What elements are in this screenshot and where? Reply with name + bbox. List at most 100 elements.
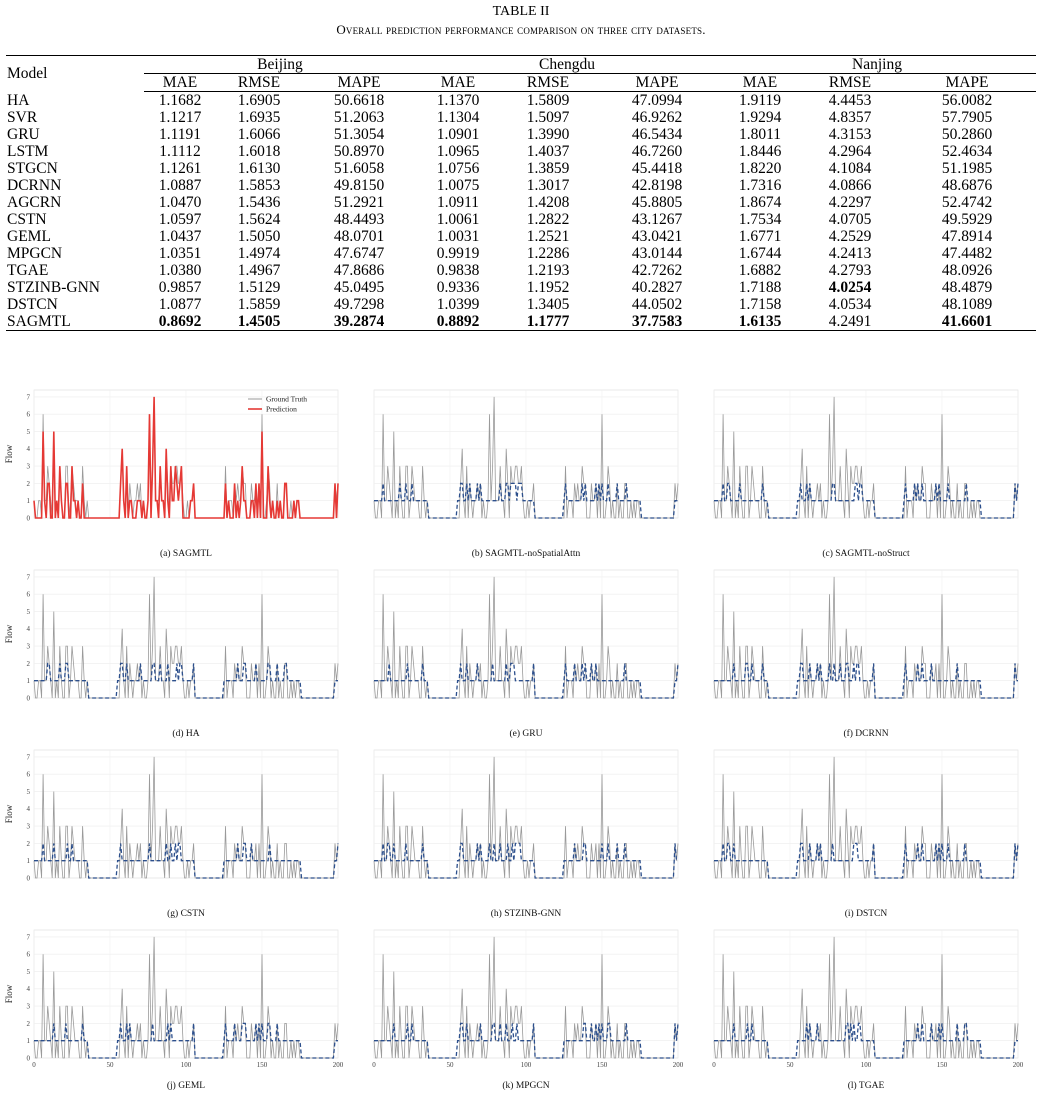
results-table-body: HA 1.1682 1.6905 50.6618 1.1370 1.5809 47.0994… [6, 92, 1036, 331]
x-tick-label: 100 [181, 1061, 192, 1069]
metric-value-cell: 57.7905 [941, 109, 993, 126]
metric-value-cell: 49.5929 [941, 211, 993, 228]
table-row: SAGMTL 0.8692 1.4505 39.2874 0.8892 1.1777 37.… [6, 313, 1036, 331]
table-row: GRU 1.1191 1.6066 51.3054 1.0901 1.3990 46.543… [6, 126, 1036, 143]
panel-caption: (d) HA [172, 728, 199, 739]
model-name-cell: TGAE [7, 262, 49, 279]
metric-value-cell: 1.4208 [526, 194, 570, 211]
metric-value-cell: 1.5050 [237, 228, 281, 245]
metric-value-cell: 48.4879 [941, 279, 993, 296]
y-tick-label: 0 [27, 694, 31, 702]
metric-value-cell: 50.8970 [333, 143, 385, 160]
metric-header: MAPE [898, 73, 1036, 92]
table-row: SVR 1.1217 1.6935 51.2063 1.1304 1.5097 46.926… [6, 109, 1036, 126]
metric-value-cell: 1.6905 [237, 92, 281, 109]
model-name-cell: CSTN [7, 211, 47, 228]
metric-header: RMSE [500, 73, 596, 92]
metric-value-cell: 47.8914 [941, 228, 993, 245]
metric-value-cell: 1.0399 [436, 296, 480, 313]
y-tick-label: 1 [27, 857, 31, 865]
ground-truth-line [373, 396, 679, 519]
x-tick-label: 100 [521, 1061, 532, 1069]
metric-value-cell: 1.7316 [738, 177, 782, 194]
metric-value-cell: 4.0254 [828, 279, 872, 296]
metric-header: MAE [718, 73, 802, 92]
metric-header: MAE [144, 73, 216, 92]
metric-value-cell: 4.0705 [828, 211, 872, 228]
metric-value-cell: 1.2521 [526, 228, 570, 245]
metric-value-cell: 43.1267 [631, 211, 683, 228]
metric-value-cell: 1.4967 [237, 262, 281, 279]
x-tick-label: 200 [673, 1061, 684, 1069]
panel-caption: (i) DSTCN [845, 908, 888, 919]
panel-caption: (k) MPGCN [502, 1080, 549, 1091]
y-axis-label: Flow [4, 624, 14, 643]
metric-value-cell: 46.5434 [631, 126, 683, 143]
prediction-line [34, 1022, 338, 1059]
prediction-line [374, 662, 679, 699]
metric-value-cell: 1.6018 [237, 143, 281, 160]
metric-value-cell: 1.0901 [436, 126, 480, 143]
city-header: Nanjing [718, 55, 1036, 74]
panel-caption: (a) SAGMTL [160, 548, 212, 559]
metric-value-cell: 1.9294 [738, 109, 782, 126]
metric-value-cell: 45.4418 [631, 160, 683, 177]
x-tick-label: 150 [597, 1061, 608, 1069]
table-row: STZINB-GNN 0.9857 1.5129 45.0495 0.9336 1.195… [6, 279, 1036, 296]
metric-value-cell: 1.8446 [738, 143, 782, 160]
metric-value-cell: 4.0534 [828, 296, 872, 313]
metric-value-cell: 42.7262 [631, 262, 683, 279]
metric-value-cell: 1.6135 [718, 313, 802, 331]
panel-caption: (l) TGAE [848, 1080, 885, 1091]
table-row: HA 1.1682 1.6905 50.6618 1.1370 1.5809 47.0994… [6, 92, 1036, 110]
y-tick-label: 3 [27, 823, 31, 831]
chart-panel: (i) DSTCN [713, 749, 1019, 919]
metric-value-cell: 4.2491 [802, 313, 898, 331]
metric-value-cell: 1.4505 [216, 313, 302, 331]
legend-label-ground-truth: Ground Truth [266, 395, 307, 404]
metric-value-cell: 1.1682 [158, 92, 202, 109]
metric-value-cell: 1.0470 [158, 194, 202, 211]
x-tick-label: 0 [372, 1061, 376, 1069]
table-row: STGCN 1.1261 1.6130 51.6058 1.0756 1.3859 45.4… [6, 160, 1036, 177]
table-row: TGAE 1.0380 1.4967 47.8686 0.9838 1.2193 42.72… [6, 262, 1036, 279]
x-tick-label: 50 [447, 1061, 455, 1069]
metric-value-cell: 42.8198 [631, 177, 683, 194]
y-tick-label: 0 [27, 514, 31, 522]
metric-value-cell: 1.5624 [237, 211, 281, 228]
y-tick-label: 6 [27, 771, 31, 779]
metric-value-cell: 1.0965 [436, 143, 480, 160]
ground-truth-line [33, 576, 339, 699]
metric-value-cell: 1.5129 [237, 279, 281, 296]
metric-value-cell: 1.1191 [158, 126, 202, 143]
model-name-cell: SAGMTL [6, 313, 144, 331]
y-tick-label: 2 [27, 1020, 31, 1028]
metric-value-cell: 4.8357 [828, 109, 872, 126]
metric-value-cell: 50.6618 [333, 92, 385, 109]
metric-header: MAPE [596, 73, 718, 92]
metric-value-cell: 1.2822 [526, 211, 570, 228]
metric-value-cell: 1.2286 [526, 245, 570, 262]
metric-value-cell: 1.1777 [500, 313, 596, 331]
prediction-line [34, 842, 339, 879]
metric-value-cell: 1.1261 [158, 160, 202, 177]
metric-value-cell: 4.2413 [828, 245, 872, 262]
y-tick-label: 2 [27, 840, 31, 848]
metric-value-cell: 4.2793 [828, 262, 872, 279]
metric-value-cell: 4.2964 [828, 143, 872, 160]
metric-header: MAPE [302, 73, 416, 92]
table-row: CSTN 1.0597 1.5624 48.4493 1.0061 1.2822 43.12… [6, 211, 1036, 228]
metric-header: RMSE [216, 73, 302, 92]
metric-value-cell: 47.4482 [941, 245, 993, 262]
chart-panel: (f) DCRNN [713, 569, 1019, 739]
metric-value-cell: 48.4493 [333, 211, 385, 228]
metric-value-cell: 47.0994 [631, 92, 683, 109]
x-tick-label: 50 [107, 1061, 115, 1069]
panel-caption: (c) SAGMTL-noStruct [822, 548, 910, 559]
panel-caption: (j) GEML [167, 1080, 205, 1091]
x-tick-label: 150 [937, 1061, 948, 1069]
y-tick-label: 6 [27, 411, 31, 419]
y-tick-label: 0 [27, 1054, 31, 1062]
prediction-line [714, 1022, 1018, 1059]
metric-value-cell: 1.0597 [158, 211, 202, 228]
